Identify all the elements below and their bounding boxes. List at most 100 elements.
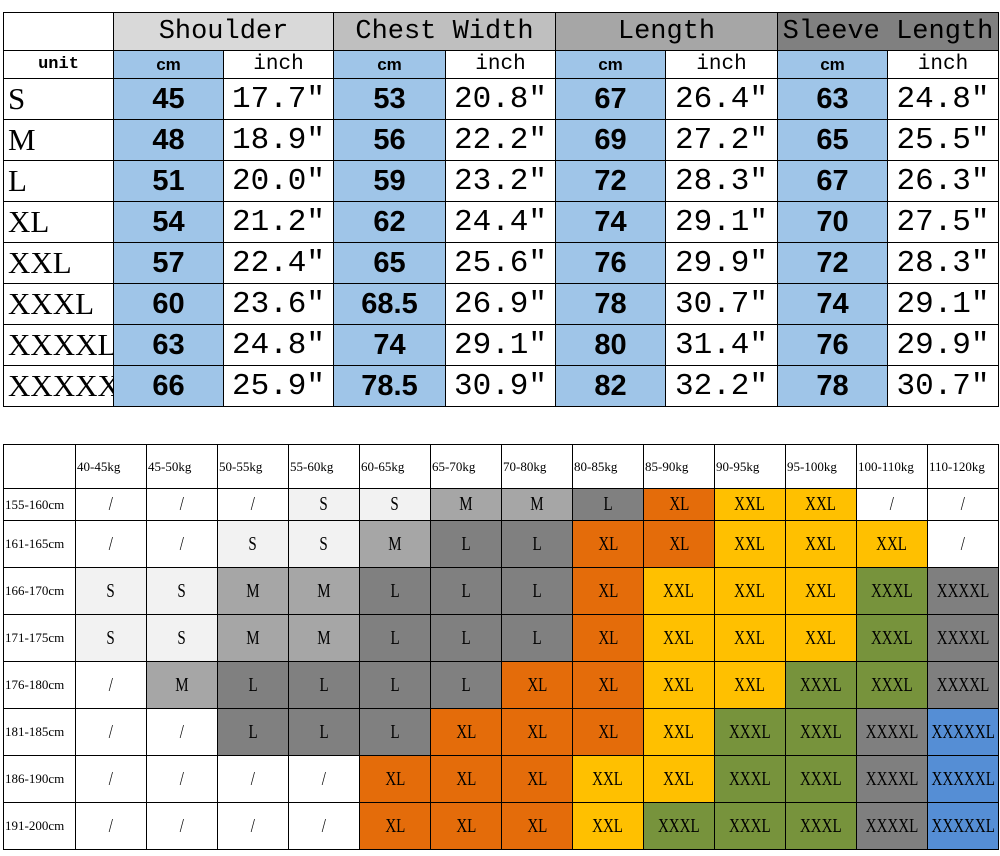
fit-size-text: XL bbox=[455, 720, 476, 743]
fit-size: XXL bbox=[715, 568, 786, 615]
cm-value: 65 bbox=[778, 120, 888, 161]
fit-size: M bbox=[218, 615, 289, 662]
inch-value-text: 29.1" bbox=[674, 204, 768, 240]
fit-size: S bbox=[289, 521, 360, 568]
fit-size: M bbox=[360, 521, 431, 568]
weight-header: 55-60kg bbox=[289, 445, 360, 489]
height-label-text: 176-180cm bbox=[5, 677, 65, 692]
cm-value-text: 60 bbox=[152, 287, 185, 320]
fit-size-text: L bbox=[461, 673, 471, 696]
inch-value: 32.2" bbox=[666, 366, 778, 407]
fit-size-text: XXXXL bbox=[936, 673, 990, 696]
weight-header: 60-65kg bbox=[360, 445, 431, 489]
fit-size-text: XXXXXL bbox=[931, 767, 995, 790]
inch-value: 29.1" bbox=[666, 202, 778, 243]
fit-size: XL bbox=[360, 803, 431, 850]
fit-size: M bbox=[502, 489, 573, 521]
fit-size: / bbox=[147, 709, 218, 756]
fit-size: XXL bbox=[857, 521, 928, 568]
inch-value-text: 17.7" bbox=[231, 81, 325, 117]
fit-size-text: S bbox=[177, 626, 187, 649]
fit-size-text: XXXL bbox=[800, 767, 842, 790]
cm-value: 68.5 bbox=[334, 284, 446, 325]
inch-value-text: 18.9" bbox=[231, 122, 325, 158]
inch-value-text: 25.5" bbox=[896, 122, 990, 158]
fit-size: XL bbox=[360, 756, 431, 803]
fit-size: XXL bbox=[786, 568, 857, 615]
size-label: M bbox=[4, 120, 114, 161]
fit-size: M bbox=[289, 568, 360, 615]
fit-size-text: XL bbox=[668, 493, 689, 515]
unit-text: inch bbox=[475, 53, 526, 76]
fit-size: S bbox=[76, 615, 147, 662]
inch-value-text: 27.2" bbox=[674, 122, 768, 158]
size-label-text: M bbox=[8, 122, 36, 157]
inch-value: 26.9" bbox=[446, 284, 556, 325]
unit-text: inch bbox=[917, 53, 969, 76]
cm-value-text: 53 bbox=[373, 82, 406, 115]
size-table: Shoulder Chest Width Length Sleeve Length un… bbox=[3, 12, 999, 407]
inch-value: 30.9" bbox=[446, 366, 556, 407]
fit-size-text: XL bbox=[384, 767, 405, 790]
inch-value-text: 26.9" bbox=[453, 286, 547, 322]
fit-size: XXL bbox=[573, 756, 644, 803]
inch-value-text: 22.4" bbox=[231, 245, 325, 281]
weight-header: 95-100kg bbox=[786, 445, 857, 489]
size-label: XXL bbox=[4, 243, 114, 284]
cm-value-text: 63 bbox=[152, 328, 185, 361]
inch-value: 24.8" bbox=[888, 79, 999, 120]
fit-size-text: XXL bbox=[734, 626, 766, 649]
fit-size-text: XL bbox=[526, 814, 547, 837]
inch-value: 22.4" bbox=[224, 243, 334, 284]
cm-value: 69 bbox=[556, 120, 666, 161]
column-header-text: Chest Width bbox=[355, 16, 534, 47]
fit-size-text: XXL bbox=[734, 579, 766, 602]
inch-value: 24.8" bbox=[224, 325, 334, 366]
fit-size-text: S bbox=[319, 532, 329, 555]
fit-size-text: / bbox=[250, 767, 256, 790]
fit-size: / bbox=[928, 489, 999, 521]
size-label: L bbox=[4, 161, 114, 202]
fit-size: S bbox=[360, 489, 431, 521]
fit-size: / bbox=[857, 489, 928, 521]
cm-value: 63 bbox=[778, 79, 888, 120]
fit-size: XXXXL bbox=[857, 709, 928, 756]
cm-value-text: 48 bbox=[152, 123, 185, 156]
inch-value: 31.4" bbox=[666, 325, 778, 366]
size-label-text: XXXL bbox=[8, 286, 95, 321]
fit-size: XXXL bbox=[644, 803, 715, 850]
unit: cm bbox=[778, 51, 888, 79]
fit-size: L bbox=[502, 521, 573, 568]
fit-size-text: / bbox=[108, 767, 114, 790]
cm-value: 51 bbox=[114, 161, 224, 202]
fit-size-text: M bbox=[317, 626, 331, 649]
fit-size-text: XXXL bbox=[800, 673, 842, 696]
cm-value: 67 bbox=[556, 79, 666, 120]
inch-value: 22.2" bbox=[446, 120, 556, 161]
fit-size-text: XXXL bbox=[800, 720, 842, 743]
cm-value-text: 51 bbox=[152, 164, 185, 197]
cm-value-text: 65 bbox=[373, 246, 406, 279]
inch-value: 21.2" bbox=[224, 202, 334, 243]
cm-value-text: 74 bbox=[373, 328, 406, 361]
fit-size-text: L bbox=[390, 720, 400, 743]
cm-value-text: 78 bbox=[816, 369, 849, 402]
corner bbox=[4, 445, 76, 489]
inch-value: 25.6" bbox=[446, 243, 556, 284]
fit-size: / bbox=[76, 489, 147, 521]
fit-size: M bbox=[218, 568, 289, 615]
inch-value-text: 27.5" bbox=[896, 204, 990, 240]
fit-size: M bbox=[289, 615, 360, 662]
inch-value-text: 24.4" bbox=[453, 204, 547, 240]
fit-size: L bbox=[431, 521, 502, 568]
fit-size: XL bbox=[431, 709, 502, 756]
fit-size: XXL bbox=[786, 489, 857, 521]
fit-size: XXXXL bbox=[928, 568, 999, 615]
cm-value: 66 bbox=[114, 366, 224, 407]
fit-size-text: XL bbox=[597, 720, 618, 743]
inch-value-text: 22.2" bbox=[453, 122, 547, 158]
fit-size: / bbox=[76, 803, 147, 850]
cm-value: 72 bbox=[778, 243, 888, 284]
cm-value: 70 bbox=[778, 202, 888, 243]
cm-value-text: 76 bbox=[594, 246, 627, 279]
